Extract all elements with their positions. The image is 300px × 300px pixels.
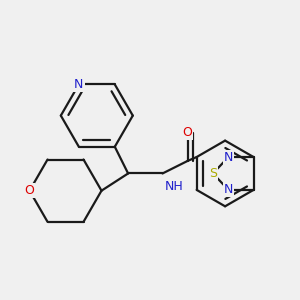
Text: O: O xyxy=(25,184,34,197)
Text: NH: NH xyxy=(165,180,184,193)
Text: O: O xyxy=(183,126,193,139)
Text: N: N xyxy=(224,183,233,196)
Text: N: N xyxy=(224,151,233,164)
Text: S: S xyxy=(209,167,217,180)
Text: N: N xyxy=(74,78,83,91)
